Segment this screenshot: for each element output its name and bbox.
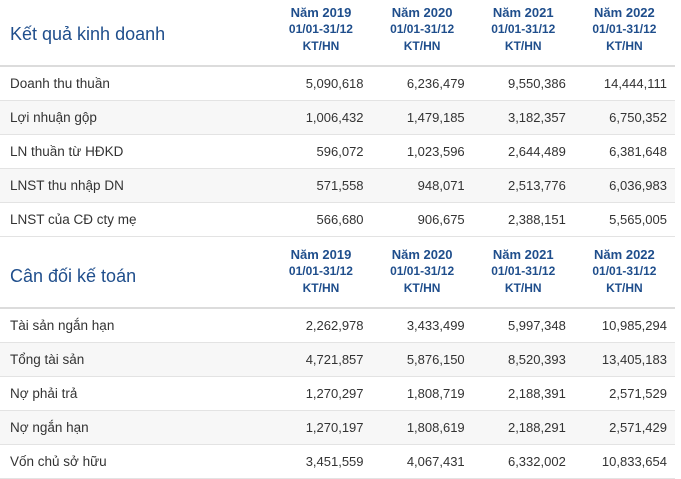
balance-col-header: Năm 2021 01/01-31/12 KT/HN: [473, 246, 574, 308]
cell-value: 906,675: [371, 202, 473, 237]
column-period: 01/01-31/12: [288, 264, 353, 278]
cell-value: 2,388,151: [472, 202, 574, 237]
income-header-row: Kết quả kinh doanh Năm 2019 01/01-31/12 …: [0, 4, 675, 66]
cell-value: 571,558: [270, 168, 372, 203]
balance-section-title: Cân đối kế toán: [10, 266, 137, 286]
table-row: Tài sản ngắn hạn 2,262,978 3,433,499 5,9…: [0, 308, 675, 343]
column-type: KT/HN: [606, 281, 643, 295]
column-year: Năm 2019: [290, 247, 352, 262]
column-type: KT/HN: [403, 281, 441, 295]
table-row: LN thuần từ HĐKD 596,072 1,023,596 2,644…: [0, 134, 675, 169]
cell-value: 10,985,294: [573, 308, 675, 343]
column-type: KT/HN: [403, 39, 441, 53]
cell-value: 10,833,654: [573, 444, 675, 479]
balance-col-header: Năm 2019 01/01-31/12 KT/HN: [270, 246, 371, 308]
table-row: Tổng tài sản 4,721,857 5,876,150 8,520,3…: [0, 342, 675, 377]
cell-value: 8,520,393: [472, 342, 574, 377]
cell-value: 13,405,183: [573, 342, 675, 377]
income-statement-table: Kết quả kinh doanh Năm 2019 01/01-31/12 …: [0, 4, 675, 237]
balance-sheet-table: Cân đối kế toán Năm 2019 01/01-31/12 KT/…: [0, 246, 675, 479]
table-row: Nợ ngắn hạn 1,270,197 1,808,619 2,188,29…: [0, 410, 675, 445]
cell-value: 1,023,596: [371, 134, 473, 169]
cell-value: 1,808,619: [371, 410, 473, 445]
cell-value: 5,565,005: [573, 202, 675, 237]
column-period: 01/01-31/12: [491, 264, 556, 278]
cell-value: 2,188,391: [472, 376, 574, 411]
table-row: LNST thu nhập DN 571,558 948,071 2,513,7…: [0, 168, 675, 203]
column-period: 01/01-31/12: [390, 22, 455, 36]
row-label: Lợi nhuận gộp: [0, 100, 271, 135]
cell-value: 2,644,489: [472, 134, 574, 169]
cell-value: 1,479,185: [371, 100, 473, 135]
income-section-title: Kết quả kinh doanh: [10, 24, 166, 44]
cell-value: 1,808,719: [371, 376, 473, 411]
row-label: Vốn chủ sở hữu: [0, 444, 271, 479]
cell-value: 6,332,002: [472, 444, 574, 479]
column-type: KT/HN: [504, 281, 542, 295]
row-label: Tổng tài sản: [0, 342, 271, 377]
balance-header-row: Cân đối kế toán Năm 2019 01/01-31/12 KT/…: [0, 246, 675, 308]
column-period: 01/01-31/12: [592, 264, 657, 278]
row-label: Nợ ngắn hạn: [0, 410, 271, 445]
row-label: LNST của CĐ cty mẹ: [0, 202, 271, 237]
cell-value: 596,072: [270, 134, 372, 169]
column-year: Năm 2022: [594, 247, 655, 262]
cell-value: 2,513,776: [472, 168, 574, 203]
cell-value: 1,006,432: [270, 100, 372, 135]
column-period: 01/01-31/12: [491, 22, 556, 36]
cell-value: 5,997,348: [472, 308, 574, 343]
table-row: LNST của CĐ cty mẹ 566,680 906,675 2,388…: [0, 202, 675, 237]
cell-value: 6,236,479: [371, 66, 473, 101]
income-col-header: Năm 2021 01/01-31/12 KT/HN: [473, 4, 574, 66]
row-label: Nợ phải trả: [0, 376, 271, 411]
cell-value: 3,451,559: [270, 444, 372, 479]
balance-col-header: Năm 2020 01/01-31/12 KT/HN: [372, 246, 473, 308]
column-period: 01/01-31/12: [288, 22, 353, 36]
column-period: 01/01-31/12: [390, 264, 455, 278]
income-col-header: Năm 2022 01/01-31/12 KT/HN: [574, 4, 675, 66]
row-label: LN thuần từ HĐKD: [0, 134, 271, 169]
row-label: LNST thu nhập DN: [0, 168, 271, 203]
table-row: Vốn chủ sở hữu 3,451,559 4,067,431 6,332…: [0, 444, 675, 479]
column-type: KT/HN: [504, 39, 542, 53]
cell-value: 6,036,983: [573, 168, 675, 203]
balance-col-header: Năm 2022 01/01-31/12 KT/HN: [574, 246, 675, 308]
cell-value: 3,433,499: [371, 308, 473, 343]
cell-value: 6,750,352: [573, 100, 675, 135]
table-row: Doanh thu thuần 5,090,618 6,236,479 9,55…: [0, 66, 675, 101]
column-year: Năm 2019: [290, 5, 352, 20]
cell-value: 9,550,386: [472, 66, 574, 101]
cell-value: 2,571,529: [573, 376, 675, 411]
cell-value: 3,182,357: [472, 100, 574, 135]
column-type: KT/HN: [302, 39, 340, 53]
cell-value: 948,071: [371, 168, 473, 203]
column-type: KT/HN: [606, 39, 643, 53]
row-label: Tài sản ngắn hạn: [0, 308, 271, 343]
column-year: Năm 2022: [594, 5, 655, 20]
cell-value: 6,381,648: [573, 134, 675, 169]
column-period: 01/01-31/12: [592, 22, 657, 36]
column-year: Năm 2020: [391, 5, 453, 20]
table-row: Lợi nhuận gộp 1,006,432 1,479,185 3,182,…: [0, 100, 675, 135]
row-label: Doanh thu thuần: [0, 66, 271, 101]
cell-value: 2,188,291: [472, 410, 574, 445]
cell-value: 4,721,857: [270, 342, 372, 377]
cell-value: 2,262,978: [270, 308, 372, 343]
cell-value: 1,270,197: [270, 410, 372, 445]
table-row: Nợ phải trả 1,270,297 1,808,719 2,188,39…: [0, 376, 675, 411]
column-year: Năm 2021: [492, 5, 554, 20]
cell-value: 2,571,429: [573, 410, 675, 445]
income-col-header: Năm 2019 01/01-31/12 KT/HN: [270, 4, 371, 66]
cell-value: 566,680: [270, 202, 372, 237]
cell-value: 5,876,150: [371, 342, 473, 377]
column-type: KT/HN: [302, 281, 340, 295]
cell-value: 5,090,618: [270, 66, 372, 101]
cell-value: 14,444,111: [573, 66, 675, 101]
income-col-header: Năm 2020 01/01-31/12 KT/HN: [372, 4, 473, 66]
cell-value: 1,270,297: [270, 376, 372, 411]
cell-value: 4,067,431: [371, 444, 473, 479]
column-year: Năm 2021: [492, 247, 554, 262]
column-year: Năm 2020: [391, 247, 453, 262]
